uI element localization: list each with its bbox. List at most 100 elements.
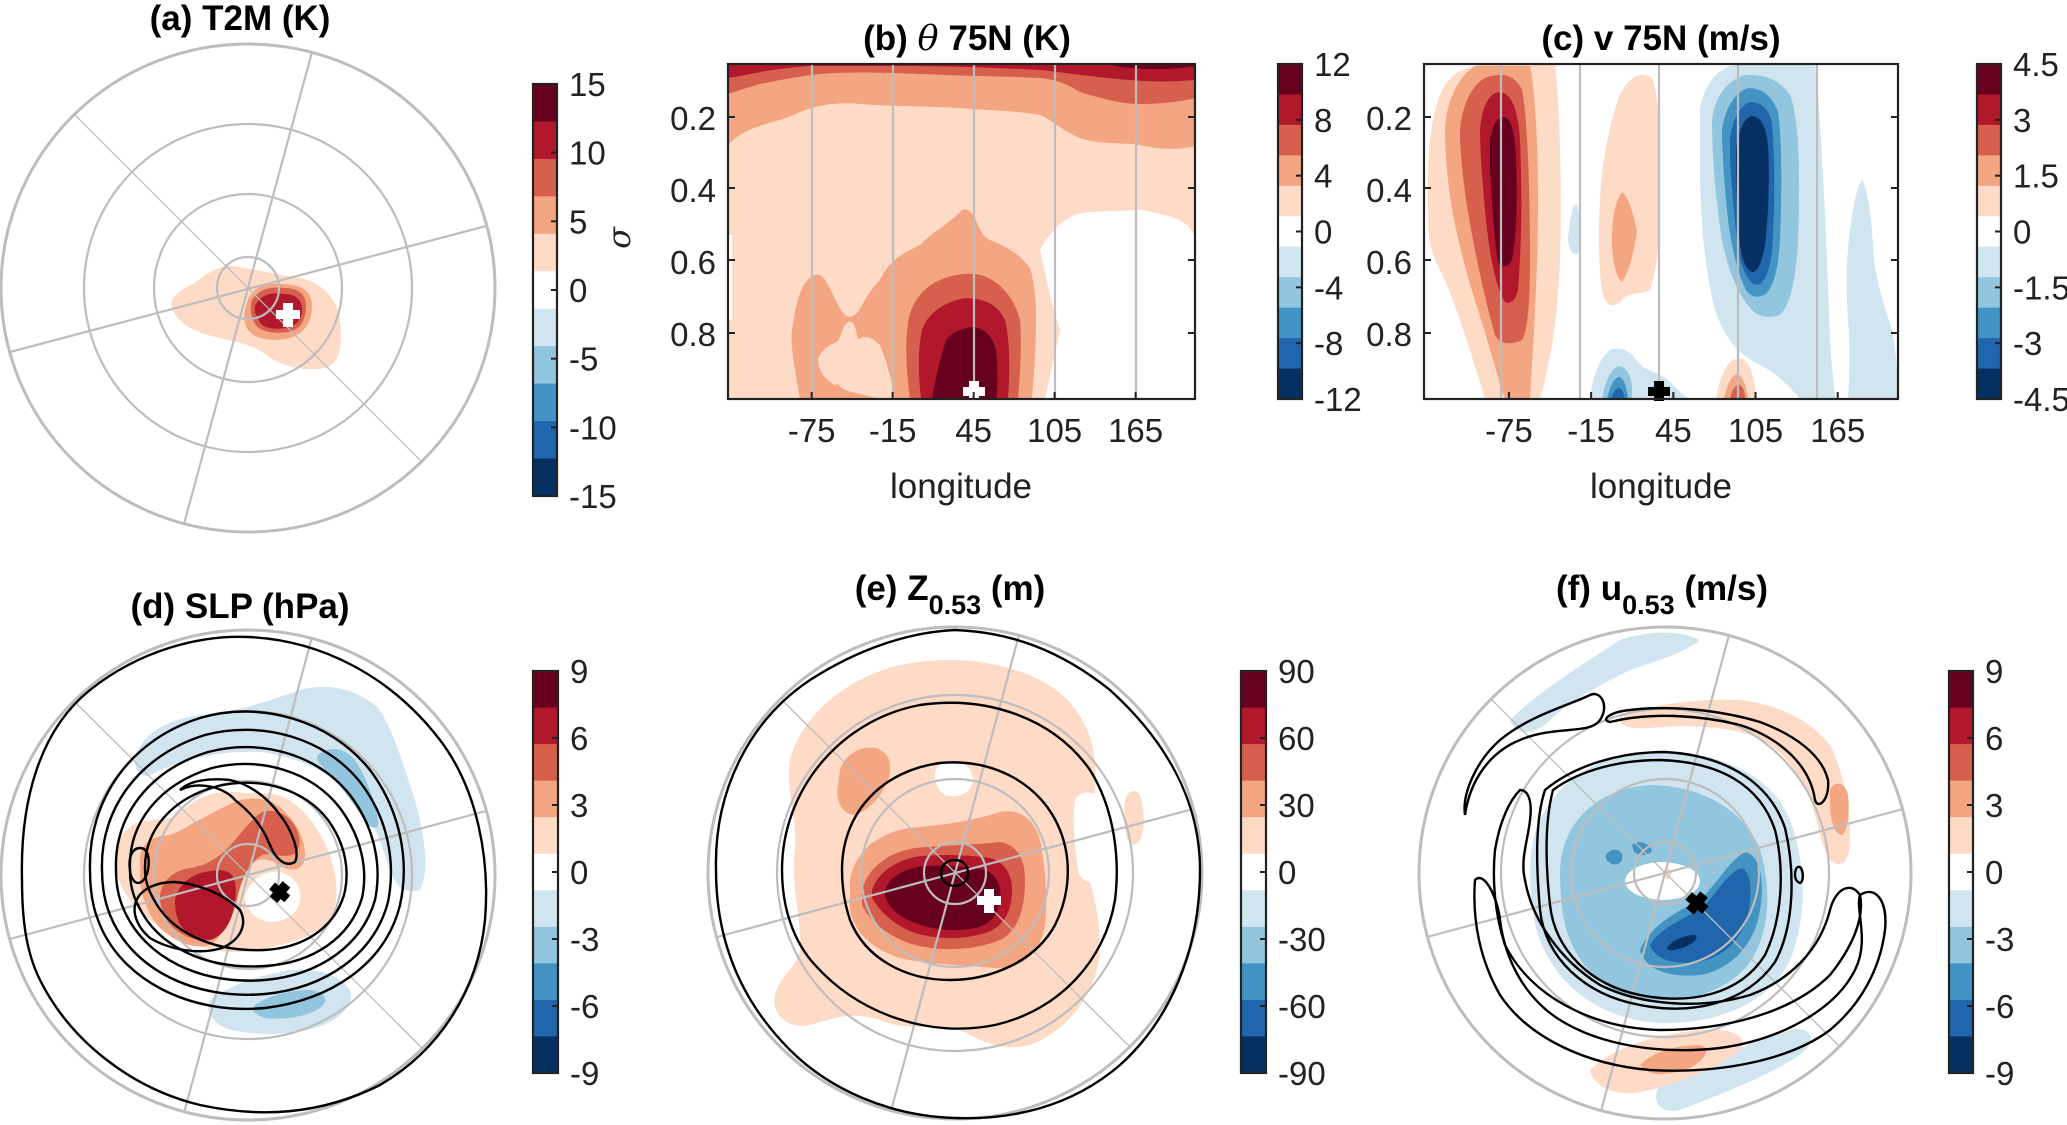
- e-contour-4: [939, 858, 970, 888]
- ytick-label: 0.2: [670, 100, 716, 137]
- panel-f-anomaly-fill: [1510, 632, 1850, 1111]
- colorbar-c-segment: [1977, 94, 2001, 126]
- panel-b-xtick-labels: -75 -15 45 105 165: [788, 392, 1163, 449]
- colorbar-f-tick-label: -6: [1985, 988, 2014, 1025]
- f-neg-level-5: [1667, 935, 1697, 951]
- c-pos-level-5: [1490, 116, 1517, 267]
- a-grid-meridian-3: [74, 114, 423, 463]
- ytick-label: 0.4: [1366, 172, 1412, 209]
- panel-b-title-theta: θ: [918, 19, 939, 59]
- d-contour-high-2: [128, 846, 150, 884]
- panel-c-section: 0.2 0.4 0.6 0.8 -75 -15 45 105 165 longitude: [1366, 62, 1900, 506]
- colorbar-e-tick-label: 0: [1278, 854, 1296, 891]
- colorbar-c-tick-label: -3: [2013, 325, 2042, 362]
- xtick-label: 45: [955, 412, 992, 449]
- panel-d-marker: [269, 881, 291, 903]
- panel-c-marker: [1648, 381, 1670, 401]
- panel-e-title: (e) Z0.53 (m): [855, 569, 1046, 620]
- colorbar-a-segment: [533, 308, 557, 347]
- colorbar-e-segment: [1241, 780, 1266, 818]
- panel-c-grid: [1499, 64, 1819, 399]
- a-grid-meridian-2: [9, 224, 487, 354]
- colorbar-c-tick-label: 0: [2013, 214, 2031, 251]
- f-grid-ring-2: [1569, 777, 1761, 969]
- panel-e-polar-map: [706, 625, 1204, 1121]
- colorbar-f-segment: [1949, 671, 1973, 709]
- colorbar-e-tick-label: 60: [1278, 720, 1315, 757]
- colorbar-c-segment: [1977, 124, 2001, 156]
- colorbar-d-tick-label: -3: [570, 921, 599, 958]
- f-pos-level-2-ne: [1830, 783, 1849, 835]
- colorbar-d-segment: [533, 744, 558, 782]
- colorbar-c-segment: [1977, 155, 2001, 187]
- colorbar-a-segment: [533, 233, 557, 272]
- f-neg-level-3-nw: [1605, 849, 1623, 865]
- colorbar-a-tick-label: -5: [569, 341, 598, 378]
- d-contour-2: [88, 710, 405, 1011]
- panel-b-xlabel: longitude: [890, 467, 1032, 506]
- panel-b-grid: [810, 64, 1138, 399]
- colorbar-c-tick-label: -4.5: [2013, 381, 2067, 418]
- d-neg-level-1-north: [135, 686, 426, 892]
- b-plus-marker-v: [969, 381, 979, 401]
- panel-f-title-unit: (m/s): [1675, 569, 1768, 608]
- panel-a-polar-map: [0, 42, 497, 534]
- ytick-label: 0.2: [1366, 100, 1412, 137]
- colorbar-f-segment: [1949, 890, 1973, 928]
- panel-d-anomaly-fill: [114, 686, 426, 1034]
- colorbar-f-segment: [1949, 926, 1973, 964]
- b-level-5-lower: [932, 327, 998, 399]
- colorbar-c-segment: [1977, 246, 2001, 278]
- colorbar-b-tick-label: 4: [1314, 158, 1332, 195]
- ytick-label: 0.8: [1366, 316, 1412, 353]
- colorbar-a-tick-label: 10: [569, 135, 606, 172]
- colorbar-e-tick-label: -90: [1278, 1055, 1326, 1092]
- colorbar-d-tick-label: 6: [570, 720, 588, 757]
- panel-e-colorbar: 90 60 30 0 -30 -60 -90: [1239, 653, 1326, 1092]
- xtick-label: -15: [869, 412, 917, 449]
- colorbar-d-segment: [533, 926, 558, 964]
- colorbar-c-segment: [1977, 368, 2001, 400]
- panel-a-grid: [0, 42, 497, 534]
- colorbar-e-segment: [1241, 744, 1266, 782]
- f-grid-ring-outer: [1417, 625, 1913, 1121]
- e-plus-marker-v: [984, 889, 994, 913]
- d-contour-high-3: [133, 880, 245, 953]
- c-neg-level-5: [1736, 116, 1769, 272]
- xtick-label: 165: [1108, 412, 1163, 449]
- colorbar-b-segment: [1278, 64, 1302, 96]
- colorbar-e-segment: [1241, 1036, 1266, 1074]
- xtick-label: 165: [1810, 412, 1865, 449]
- colorbar-d-tick-label: -6: [570, 988, 599, 1025]
- c-pos-center-level-2: [1612, 192, 1637, 282]
- colorbar-f-segment: [1949, 1036, 1973, 1074]
- f-neg-level-1-se: [1656, 1029, 1811, 1111]
- colorbar-f-tick-label: 6: [1985, 720, 2003, 757]
- f-grid-meridian-3: [1491, 699, 1840, 1047]
- panel-b-marker: [963, 381, 985, 401]
- panel-e-title-main: (e) Z: [855, 569, 929, 608]
- panel-f-colorbar: 9 6 3 0 -3 -6 -9: [1947, 653, 2014, 1092]
- d-grid-ring-1: [215, 842, 281, 908]
- panel-c-fill: [1424, 64, 1898, 399]
- colorbar-d-segment: [533, 780, 558, 818]
- panel-f-contours: [1463, 692, 1887, 1072]
- b-level-4-top: [728, 64, 1195, 82]
- xtick-label: 105: [1027, 412, 1082, 449]
- c-neg-lower-level-4: [1611, 388, 1625, 399]
- ytick-label: 0.6: [670, 244, 716, 281]
- colorbar-b-tick-label: 8: [1314, 102, 1332, 139]
- e-pos-level-5: [885, 865, 1001, 931]
- f-plus-marker-v: [1686, 891, 1708, 915]
- panel-b-title: (b) θ 75N (K): [863, 19, 1071, 59]
- colorbar-f-segment: [1949, 817, 1973, 855]
- panel-e-title-sub: 0.53: [929, 590, 982, 620]
- panel-a-title: (a) T2M (K): [150, 0, 331, 38]
- f-contour-5: [1473, 876, 1887, 1072]
- colorbar-c-segment: [1977, 185, 2001, 217]
- colorbar-f-segment: [1949, 963, 1973, 1001]
- colorbar-b-tick-label: -8: [1314, 325, 1343, 362]
- d-contour-4: [114, 745, 379, 982]
- colorbar-b-segment: [1278, 368, 1302, 400]
